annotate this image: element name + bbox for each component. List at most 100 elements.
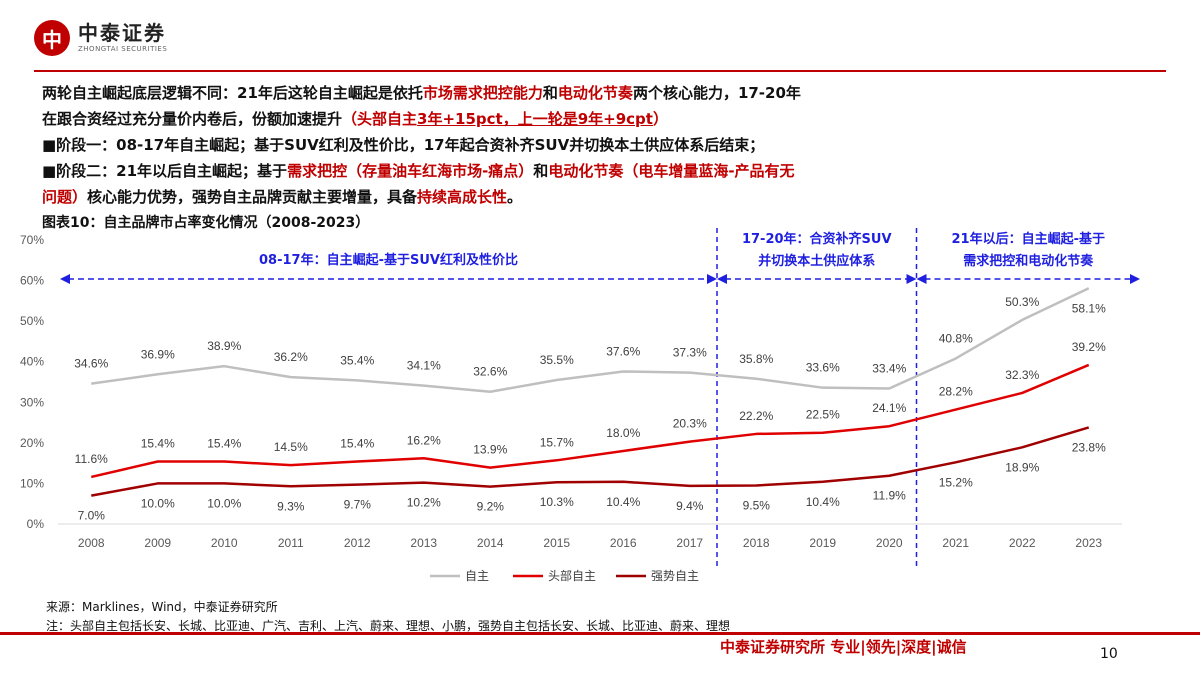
data-label: 7.0% bbox=[78, 509, 106, 523]
data-label: 38.9% bbox=[207, 339, 241, 353]
phase1-label: 08-17年：自主崛起-基于SUV红利及性价比 bbox=[259, 252, 518, 268]
body-line-1: 两轮自主崛起底层逻辑不同：21年后这轮自主崛起是依托市场需求把控能力和电动化节奏… bbox=[42, 84, 801, 102]
data-label: 9.3% bbox=[277, 499, 305, 513]
y-tick-label: 30% bbox=[20, 395, 44, 409]
data-label: 9.5% bbox=[743, 498, 771, 512]
data-label: 32.6% bbox=[473, 365, 507, 379]
y-tick-label: 10% bbox=[20, 476, 44, 490]
data-label: 35.4% bbox=[340, 353, 374, 367]
stage-two: ■阶段二：21年以后自主崛起；基于需求把控（存量油车红海市场-痛点）和电动化节奏… bbox=[42, 162, 795, 206]
data-label: 22.5% bbox=[806, 408, 840, 422]
data-label: 10.4% bbox=[806, 495, 840, 509]
x-tick-label: 2008 bbox=[78, 536, 105, 550]
data-label: 16.2% bbox=[407, 433, 441, 447]
data-label: 37.3% bbox=[673, 346, 707, 360]
data-label: 15.4% bbox=[207, 437, 241, 451]
data-label: 15.2% bbox=[939, 475, 973, 489]
data-label: 39.2% bbox=[1072, 340, 1106, 354]
data-label: 15.7% bbox=[540, 435, 574, 449]
source-note: 来源：Marklines，Wind，中泰证券研究所 注：头部自主包括长安、长城、… bbox=[46, 598, 730, 636]
data-label: 13.9% bbox=[473, 443, 507, 457]
legend-label-0: 自主 bbox=[465, 569, 489, 583]
data-label: 10.2% bbox=[407, 496, 441, 510]
phase-arrow-left-head bbox=[717, 274, 727, 284]
x-tick-label: 2023 bbox=[1075, 536, 1102, 550]
page-number: 10 bbox=[1100, 646, 1118, 662]
phase3-label-line1: 21年以后：自主崛起-基于 bbox=[952, 231, 1106, 247]
data-label: 37.6% bbox=[606, 344, 640, 358]
x-tick-label: 2016 bbox=[610, 536, 637, 550]
phase-arrow-left-head bbox=[916, 274, 927, 284]
data-label: 58.1% bbox=[1072, 301, 1106, 315]
stage-one: ■阶段一：08-17年自主崛起；基于SUV红利及性价比，17年起合资补齐SUV并… bbox=[42, 136, 765, 154]
data-label: 35.8% bbox=[739, 352, 773, 366]
y-tick-label: 50% bbox=[20, 314, 44, 328]
data-label: 33.6% bbox=[806, 361, 840, 375]
series-line-2 bbox=[91, 426, 1090, 497]
data-label: 11.6% bbox=[75, 452, 108, 466]
logo-mark-icon: 中 bbox=[34, 20, 70, 56]
data-label: 28.2% bbox=[939, 385, 973, 399]
x-tick-label: 2010 bbox=[211, 536, 238, 550]
data-label: 22.2% bbox=[739, 409, 773, 423]
data-label: 10.0% bbox=[207, 496, 241, 510]
data-label: 50.3% bbox=[1005, 295, 1039, 309]
phase2-label-line2: 并切换本土供应体系 bbox=[758, 253, 875, 269]
chart-title: 图表10：自主品牌市占率变化情况（2008-2023） bbox=[42, 215, 370, 231]
data-label: 35.5% bbox=[540, 353, 574, 367]
x-tick-label: 2009 bbox=[144, 536, 171, 550]
x-tick-label: 2022 bbox=[1009, 536, 1036, 550]
data-label: 32.3% bbox=[1005, 368, 1039, 382]
x-tick-label: 2018 bbox=[743, 536, 770, 550]
phase-arrow-right-head bbox=[707, 274, 717, 284]
data-label: 9.4% bbox=[676, 499, 704, 513]
data-label: 15.4% bbox=[340, 437, 374, 451]
x-tick-label: 2011 bbox=[278, 536, 304, 550]
x-tick-label: 2021 bbox=[942, 536, 969, 550]
company-logo: 中 中泰证券 ZHONGTAI SECURITIES bbox=[34, 20, 167, 56]
phase-arrow-right-head bbox=[906, 274, 917, 284]
x-tick-label: 2017 bbox=[676, 536, 703, 550]
body-line-2: 在跟合资经过充分量价内卷后，份额加速提升（头部自主3年+15pct，上一轮是9年… bbox=[42, 110, 668, 128]
y-tick-label: 60% bbox=[20, 274, 44, 288]
data-label: 10.3% bbox=[540, 495, 574, 509]
x-tick-label: 2019 bbox=[809, 536, 836, 550]
footer-divider bbox=[0, 632, 1200, 635]
data-label: 34.6% bbox=[74, 357, 108, 371]
x-tick-label: 2012 bbox=[344, 536, 371, 550]
x-tick-label: 2020 bbox=[876, 536, 903, 550]
data-label: 10.0% bbox=[141, 496, 175, 510]
y-tick-label: 20% bbox=[20, 436, 44, 450]
data-label: 40.8% bbox=[939, 331, 973, 345]
series-line-0 bbox=[91, 287, 1090, 393]
phase3-label-line2: 需求把控和电动化节奏 bbox=[963, 253, 1094, 269]
data-label: 36.9% bbox=[141, 347, 175, 361]
data-label: 9.2% bbox=[477, 500, 505, 514]
data-label: 23.8% bbox=[1072, 440, 1106, 454]
phase-arrow-left-head bbox=[60, 274, 70, 284]
footer-brand: 中泰证券研究所 专业|领先|深度|诚信 bbox=[720, 638, 967, 656]
logo-name: 中泰证券 bbox=[78, 21, 166, 45]
phase2-label-line1: 17-20年：合资补齐SUV bbox=[742, 231, 892, 247]
data-label: 9.7% bbox=[344, 498, 372, 512]
header-divider bbox=[34, 70, 1166, 72]
legend-label-2: 强势自主 bbox=[651, 569, 699, 583]
data-label: 11.9% bbox=[873, 489, 906, 503]
phase-arrow-right-head bbox=[1130, 274, 1140, 284]
legend-label-1: 头部自主 bbox=[548, 568, 596, 583]
y-tick-label: 0% bbox=[27, 517, 45, 531]
data-label: 10.4% bbox=[606, 495, 640, 509]
data-label: 34.1% bbox=[407, 359, 441, 373]
data-label: 18.9% bbox=[1005, 460, 1039, 474]
data-label: 20.3% bbox=[673, 417, 707, 431]
y-tick-label: 40% bbox=[20, 355, 44, 369]
x-tick-label: 2013 bbox=[410, 536, 437, 550]
y-tick-label: 70% bbox=[20, 233, 44, 247]
data-label: 33.4% bbox=[872, 361, 906, 375]
data-label: 15.4% bbox=[141, 437, 175, 451]
logo-subtitle: ZHONGTAI SECURITIES bbox=[78, 45, 168, 53]
body-text: 两轮自主崛起底层逻辑不同：21年后这轮自主崛起是依托市场需求把控能力和电动化节奏… bbox=[42, 80, 1142, 210]
data-label: 36.2% bbox=[274, 350, 308, 364]
data-label: 14.5% bbox=[274, 440, 308, 454]
